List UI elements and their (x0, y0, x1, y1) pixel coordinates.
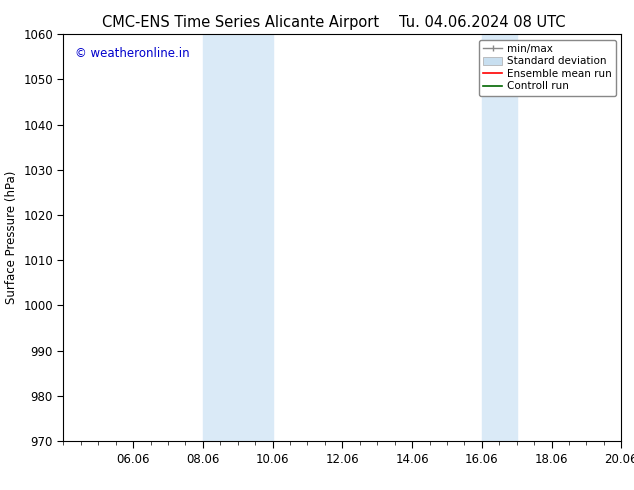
Legend: min/max, Standard deviation, Ensemble mean run, Controll run: min/max, Standard deviation, Ensemble me… (479, 40, 616, 96)
Text: CMC-ENS Time Series Alicante Airport: CMC-ENS Time Series Alicante Airport (102, 15, 380, 30)
Text: Tu. 04.06.2024 08 UTC: Tu. 04.06.2024 08 UTC (399, 15, 565, 30)
Bar (482, 34, 517, 441)
Y-axis label: Surface Pressure (hPa): Surface Pressure (hPa) (4, 171, 18, 304)
Text: © weatheronline.in: © weatheronline.in (75, 47, 189, 59)
Bar (203, 34, 273, 441)
